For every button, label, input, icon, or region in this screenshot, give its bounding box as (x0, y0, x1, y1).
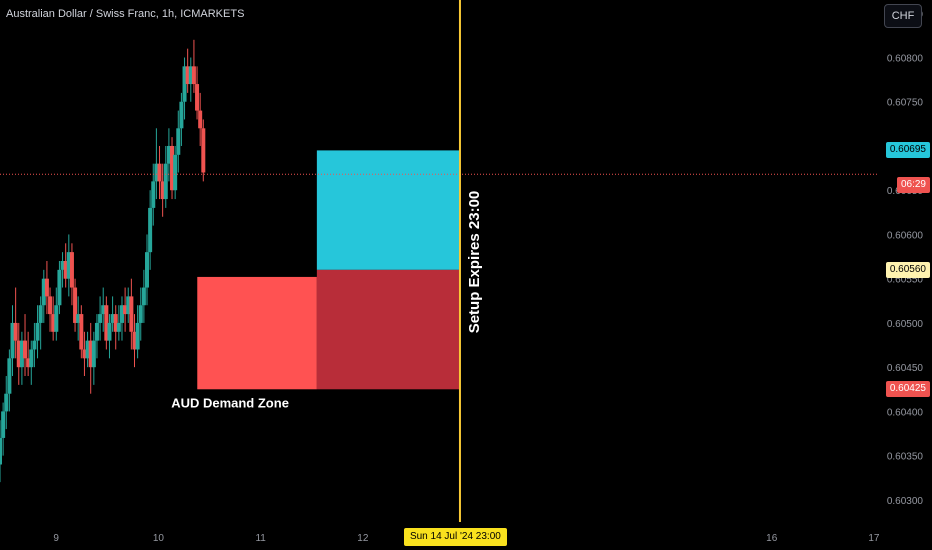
candle (94, 314, 99, 359)
candle (170, 137, 175, 200)
candle (76, 296, 81, 341)
expiry-date-label: Sun 14 Jul '24 23:00 (403, 528, 507, 546)
candle (4, 376, 9, 430)
candle (57, 261, 62, 315)
candle (166, 128, 171, 182)
demand-zone-label: AUD Demand Zone (171, 395, 289, 410)
candle (138, 287, 143, 341)
candle (73, 278, 78, 332)
candle (54, 287, 59, 341)
candle (135, 305, 140, 359)
candle (19, 331, 24, 385)
candle (0, 420, 2, 483)
candle (35, 305, 40, 359)
candle (66, 234, 71, 297)
price-tick-label: 0.60550 (887, 275, 924, 286)
candle (157, 145, 162, 200)
candle (119, 296, 124, 341)
time-tick-label: 11 (255, 533, 266, 544)
current-price-label: 06:29 (896, 176, 930, 193)
candle (79, 305, 84, 359)
stop-price-label: 0.60425 (885, 381, 930, 398)
candle (23, 314, 28, 377)
price-tick-label: 0.60300 (887, 496, 924, 507)
candle (163, 145, 168, 208)
candle (32, 322, 37, 368)
currency-button[interactable]: CHF (884, 4, 922, 28)
candle (160, 163, 165, 217)
candle (88, 322, 93, 394)
candle (141, 269, 146, 323)
candle (51, 296, 56, 341)
candle (69, 243, 74, 306)
candle (176, 110, 181, 173)
entry-price-label: 0.60560 (885, 261, 930, 278)
candle (107, 314, 112, 359)
candle (182, 57, 187, 120)
candle (104, 296, 109, 350)
demand-zone-rect[interactable] (197, 276, 317, 390)
candle (60, 252, 65, 288)
zone-rectangles (197, 150, 460, 390)
time-axis[interactable]: 9 10 11 12 16 17 (53, 533, 879, 544)
stop-zone-rect[interactable] (316, 269, 460, 390)
candle (129, 278, 134, 350)
candle (38, 296, 43, 350)
price-tick-label: 0.60600 (887, 230, 924, 241)
candle (26, 331, 31, 377)
candle (145, 234, 150, 306)
time-tick-label: 12 (357, 533, 369, 544)
candle (132, 314, 137, 368)
candle (7, 349, 12, 412)
candle (110, 296, 115, 332)
candle (179, 92, 184, 146)
symbol-title: Australian Dollar / Swiss Franc, 1h, ICM… (6, 8, 245, 20)
target-zone-rect[interactable] (316, 150, 460, 270)
candle (123, 287, 128, 332)
candle (113, 305, 118, 350)
price-tick-label: 0.60750 (887, 98, 924, 109)
price-tick-label: 0.60800 (887, 54, 924, 65)
candle (10, 305, 15, 377)
candle (98, 296, 103, 341)
price-tick-label: 0.60500 (887, 319, 924, 330)
price-tick-label: 0.60400 (887, 407, 924, 418)
target-price-label: 0.60695 (885, 142, 930, 159)
expiry-label: Setup Expires 23:00 (466, 191, 483, 334)
candle (198, 92, 203, 146)
candlestick-series (0, 39, 206, 483)
candle (13, 287, 18, 359)
candle (116, 305, 121, 341)
candle (191, 39, 196, 93)
candle (85, 331, 90, 368)
candle (188, 57, 193, 102)
candle (154, 128, 159, 200)
candle (148, 190, 153, 270)
candle (44, 261, 49, 315)
candle (201, 119, 206, 182)
candle (91, 331, 96, 385)
time-tick-label: 17 (868, 533, 880, 544)
time-tick-label: 10 (153, 533, 165, 544)
candle (126, 287, 131, 323)
candle (101, 287, 106, 332)
candle (185, 48, 190, 93)
price-tick-label: 0.60450 (887, 363, 924, 374)
time-tick-label: 9 (53, 533, 59, 544)
candle (1, 402, 6, 456)
candle (82, 331, 87, 377)
candle (63, 243, 68, 288)
price-tick-label: 0.60350 (887, 452, 924, 463)
candle (173, 145, 178, 200)
candle (195, 66, 200, 120)
candle (41, 269, 46, 323)
time-tick-label: 16 (766, 533, 778, 544)
candle (16, 322, 21, 385)
price-axis[interactable]: 0.608500.608000.607500.606500.606000.605… (887, 9, 924, 507)
candle (29, 340, 34, 385)
candle (48, 287, 53, 332)
